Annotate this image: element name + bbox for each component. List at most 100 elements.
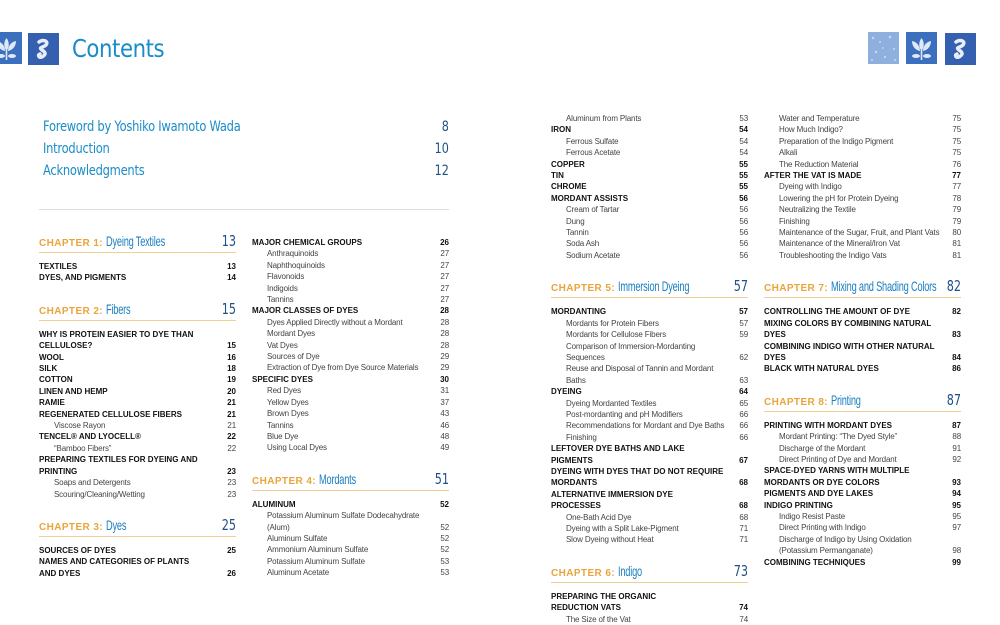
section-entry[interactable]: MORDANTING 57 [551,306,748,317]
subsection-entry[interactable]: Viscose Rayon 21 [39,420,236,431]
section-entry[interactable]: SPECIFIC DYES 30 [252,374,449,385]
toc-entry-acknowledgments[interactable]: Acknowledgments 12 [43,163,449,183]
subsection-entry[interactable]: Comparison of Immersion-Mordanting Seque… [551,341,748,364]
toc-entry-introduction[interactable]: Introduction 10 [43,141,449,161]
subsection-entry[interactable]: Dung 56 [551,216,748,227]
subsection-entry[interactable]: Tannins 27 [252,294,449,305]
subsection-entry[interactable]: Potassium Aluminum Sulfate 53 [252,556,449,567]
subsection-entry[interactable]: Ammonium Aluminum Sulfate 52 [252,544,449,555]
subsection-entry[interactable]: Slow Dyeing without Heat 71 [551,534,748,545]
section-entry[interactable]: COPPER 55 [551,159,748,170]
chapter-heading[interactable]: CHAPTER 2: Fibers 15 [39,298,236,321]
subsection-entry[interactable]: Ferrous Sulfate 54 [551,136,748,147]
section-entry[interactable]: SILK 18 [39,363,236,374]
subsection-entry[interactable]: Finishing 66 [551,432,748,443]
subsection-entry[interactable]: Dyeing with Indigo 77 [764,181,961,192]
subsection-entry[interactable]: Ferrous Acetate 54 [551,147,748,158]
section-entry[interactable]: DYES, AND PIGMENTS 14 [39,272,236,283]
subsection-entry[interactable]: Aluminum Acetate 53 [252,567,449,578]
subsection-entry[interactable]: Dyeing Mordanted Textiles 65 [551,398,748,409]
section-entry[interactable]: COMBINING INDIGO WITH OTHER NATURAL DYES… [764,341,961,364]
section-entry[interactable]: WOOL 16 [39,352,236,363]
subsection-entry[interactable]: Tannins 46 [252,420,449,431]
section-entry[interactable]: LINEN AND HEMP 20 [39,386,236,397]
subsection-entry[interactable]: Water and Temperature 75 [764,113,961,124]
section-entry[interactable]: MORDANT ASSISTS 56 [551,193,748,204]
chapter-heading[interactable]: CHAPTER 4: Mordants 51 [252,468,449,491]
subsection-entry[interactable]: Maintenance of the Sugar, Fruit, and Pla… [764,227,961,238]
section-entry[interactable]: BLACK WITH NATURAL DYES 86 [764,363,961,374]
section-entry[interactable]: TIN 55 [551,170,748,181]
section-entry[interactable]: MIXING COLORS BY COMBINING NATURAL DYES 8… [764,318,961,341]
subsection-entry[interactable]: Finishing 79 [764,216,961,227]
chapter-heading[interactable]: CHAPTER 7: Mixing and Shading Colors 82 [764,275,961,299]
subsection-entry[interactable]: One-Bath Acid Dye 68 [551,512,748,523]
section-entry[interactable]: PREPARING TEXTILES FOR DYEING AND PRINTI… [39,454,236,477]
section-entry[interactable]: ALUMINUM 52 [252,499,449,510]
subsection-entry[interactable]: Sources of Dye 29 [252,351,449,362]
section-entry[interactable]: COTTON 19 [39,374,236,385]
section-entry[interactable]: SPACE-DYED YARNS WITH MULTIPLE MORDANTS … [764,465,961,488]
subsection-entry[interactable]: Mordant Printing: “The Dyed Style” 88 [764,431,961,442]
subsection-entry[interactable]: Potassium Aluminum Sulfate Dodecahydrate… [252,510,449,533]
subsection-entry[interactable]: Mordant Dyes 28 [252,328,449,339]
subsection-entry[interactable]: Blue Dye 48 [252,431,449,442]
section-entry[interactable]: MAJOR CLASSES OF DYES 28 [252,305,449,316]
subsection-entry[interactable]: Tannin 56 [551,227,748,238]
subsection-entry[interactable]: Direct Printing of Dye and Mordant 92 [764,454,961,465]
subsection-entry[interactable]: Discharge of the Mordant 91 [764,443,961,454]
subsection-entry[interactable]: Vat Dyes 28 [252,340,449,351]
subsection-entry[interactable]: Sodium Acetate 56 [551,250,748,261]
subsection-entry[interactable]: Using Local Dyes 49 [252,442,449,453]
subsection-entry[interactable]: Discharge of Indigo by Using Oxidation (… [764,534,961,557]
section-entry[interactable]: DYEING WITH DYES THAT DO NOT REQUIRE MOR… [551,466,748,489]
section-entry[interactable]: AFTER THE VAT IS MADE 77 [764,170,961,181]
subsection-entry[interactable]: Dyeing with a Split Lake-Pigment 71 [551,523,748,534]
chapter-heading[interactable]: CHAPTER 6: Indigo 73 [551,560,748,583]
subsection-entry[interactable]: Dyes Applied Directly without a Mordant 2… [252,317,449,328]
chapter-heading[interactable]: CHAPTER 3: Dyes 25 [39,514,236,537]
subsection-entry[interactable]: Post-mordanting and pH Modifiers 66 [551,409,748,420]
subsection-entry[interactable]: Alkali 75 [764,147,961,158]
subsection-entry[interactable]: Extraction of Dye from Dye Source Materi… [252,362,449,373]
subsection-entry[interactable]: Anthraquinoids 27 [252,248,449,259]
subsection-entry[interactable]: Soda Ash 56 [551,238,748,249]
subsection-entry[interactable]: Yellow Dyes 37 [252,397,449,408]
section-entry[interactable]: SOURCES OF DYES 25 [39,545,236,556]
chapter-heading[interactable]: CHAPTER 1: Dyeing Textiles 13 [39,230,236,253]
subsection-entry[interactable]: Reuse and Disposal of Tannin and Mordant… [551,363,748,386]
subsection-entry[interactable]: Troubleshooting the Indigo Vats 81 [764,250,961,261]
section-entry[interactable]: CHROME 55 [551,181,748,192]
section-entry[interactable]: DYEING 64 [551,386,748,397]
subsection-entry[interactable]: The Size of the Vat 74 [551,614,748,625]
section-entry[interactable]: COMBINING TECHNIQUES 99 [764,557,961,568]
subsection-entry[interactable]: Indigoids 27 [252,283,449,294]
subsection-entry[interactable]: Scouring/Cleaning/Wetting 23 [39,489,236,500]
subsection-entry[interactable]: Cream of Tartar 56 [551,204,748,215]
toc-entry-foreword[interactable]: Foreword by Yoshiko Iwamoto Wada 8 [43,119,449,139]
section-entry[interactable]: ALTERNATIVE IMMERSION DYE PROCESSES 68 [551,489,748,512]
subsection-entry[interactable]: Lowering the pH for Protein Dyeing 78 [764,193,961,204]
subsection-entry[interactable]: Direct Printing with Indigo 97 [764,522,961,533]
subsection-entry[interactable]: Preparation of the Indigo Pigment 75 [764,136,961,147]
section-entry[interactable]: PIGMENTS AND DYE LAKES 94 [764,488,961,499]
section-entry[interactable]: PRINTING WITH MORDANT DYES 87 [764,420,961,431]
subsection-entry[interactable]: Recommendations for Mordant and Dye Bath… [551,420,748,431]
section-entry[interactable]: TEXTILES 13 [39,261,236,272]
subsection-entry[interactable]: Brown Dyes 43 [252,408,449,419]
subsection-entry[interactable]: Soaps and Detergents 23 [39,477,236,488]
subsection-entry[interactable]: Red Dyes 31 [252,385,449,396]
subsection-entry[interactable]: The Reduction Material 76 [764,159,961,170]
section-entry[interactable]: PREPARING THE ORGANIC REDUCTION VATS 74 [551,591,748,614]
subsection-entry[interactable]: Mordants for Cellulose Fibers 59 [551,329,748,340]
section-entry[interactable]: TENCEL® AND LYOCELL® 22 [39,431,236,442]
subsection-entry[interactable]: “Bamboo Fibers” 22 [39,443,236,454]
chapter-heading[interactable]: CHAPTER 5: Immersion Dyeing 57 [551,275,748,299]
subsection-entry[interactable]: Mordants for Protein Fibers 57 [551,318,748,329]
subsection-entry[interactable]: How Much Indigo? 75 [764,124,961,135]
section-entry[interactable]: REGENERATED CELLULOSE FIBERS 21 [39,409,236,420]
section-entry[interactable]: WHY IS PROTEIN EASIER TO DYE THAN CELLUL… [39,329,236,352]
chapter-heading[interactable]: CHAPTER 8: Printing 87 [764,389,961,412]
section-entry[interactable]: INDIGO PRINTING 95 [764,500,961,511]
subsection-entry[interactable]: Aluminum from Plants 53 [551,113,748,124]
